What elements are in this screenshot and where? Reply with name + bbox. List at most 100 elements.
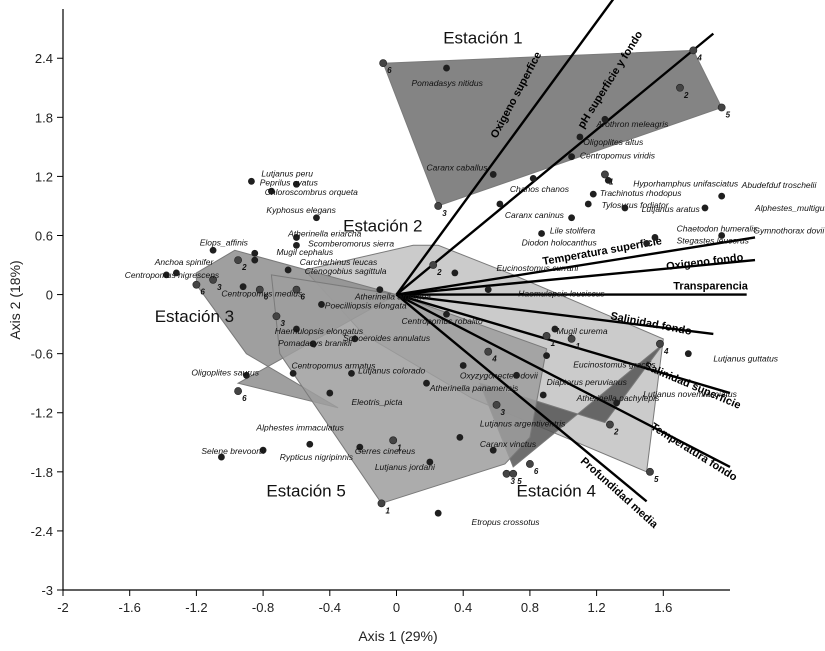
species-label-centropomus-nigrescens: Centropomus nigrescens xyxy=(125,270,220,280)
species-point-chaetodon-humeralis xyxy=(651,234,659,241)
vector-label-transparencia: Transparencia xyxy=(673,281,748,293)
y-tick-label: 2.4 xyxy=(35,51,53,66)
species-point-centropomus-robalito xyxy=(443,310,450,318)
site-point xyxy=(601,170,609,179)
species-point-ctenogobius-sagittula xyxy=(284,266,292,274)
species-label-peprilus-ovatus: Peprilus ovatus xyxy=(260,177,319,187)
y-tick-label: -1.8 xyxy=(31,465,53,480)
species-label-oxyzygonectes-dovii: Oxyzygonectes dovii xyxy=(460,370,539,380)
site-label: 6 xyxy=(387,66,392,75)
species-point-scomberomorus-sierra xyxy=(293,241,300,249)
station-label-estacion-4: Estación 4 xyxy=(517,481,596,500)
station-hulls xyxy=(195,49,723,504)
species-point-lutjanus-argentiventris xyxy=(456,433,464,441)
vector-salinidad-superficie xyxy=(396,293,731,395)
species-point-centropomus-nigrescens xyxy=(162,271,170,279)
vector-label-oxigeno-fondo: Oxigeno fondo xyxy=(666,252,745,273)
site-label: 4 xyxy=(663,347,669,356)
species-label-kyphosus-elegans: Kyphosus elegans xyxy=(266,205,336,215)
x-tick-label: 1.2 xyxy=(588,600,606,615)
vector-oxigeno-fondo xyxy=(396,258,756,296)
species-label-eleotris-picta: Eleotris_picta xyxy=(351,397,402,407)
x-tick-label: -0.8 xyxy=(252,600,274,615)
species-label-diapterus-peruvianus: Diapterus peruvianus xyxy=(547,377,628,387)
species-point-chloroscombrus-orqueta xyxy=(268,187,275,195)
site-point xyxy=(377,499,386,508)
species-label-centropomus-robalito: Centropomus robalito xyxy=(402,316,484,326)
species-label-rypticus-nigripinnis: Rypticus nigripinnis xyxy=(280,452,354,462)
species-point-eleotris-picta xyxy=(326,389,334,397)
vector-salinidad-fondo xyxy=(396,293,714,336)
site-point xyxy=(606,420,614,429)
species-label-selene-brevoortii: Selene brevoortii xyxy=(201,446,266,456)
station-label-estacion-2: Estación 2 xyxy=(343,217,422,236)
station-label-estacion-3: Estación 3 xyxy=(155,307,234,326)
species-point-haemulopsis-elongatus xyxy=(293,325,300,333)
species-label-scomberomorus-sierra: Scomberomorus sierra xyxy=(308,238,394,248)
vector-profundidad-media xyxy=(395,293,648,503)
species-label-etropus-crossotus: Etropus crossotus xyxy=(472,517,541,527)
species-label-oligoplites-saurus: Oligoplites saurus xyxy=(191,367,259,377)
x-tick-label: -1.2 xyxy=(185,600,207,615)
species-label-centropomus-armatus: Centropomus armatus xyxy=(291,360,376,370)
species-label-pomadasys-branikii: Pomadasys branikii xyxy=(278,338,353,348)
site-point xyxy=(484,347,493,356)
vector-oxigeno-superfice xyxy=(395,0,615,296)
y-axis-title: Axis 2 (18%) xyxy=(7,260,23,339)
species-point-tylosurus-fodiator xyxy=(584,200,592,208)
species-label-diodon-holocanthus: Diodon holocanthus xyxy=(522,237,598,247)
species-point-oxyzygonectes-dovii xyxy=(459,362,467,369)
species-point-pomadasys-nitidus xyxy=(443,64,450,72)
site-points: 64523121453566326663114312 xyxy=(192,46,731,515)
site-point xyxy=(689,46,698,55)
species-label-trachinotus-rhodopus: Trachinotus rhodopus xyxy=(600,188,682,198)
species-point-centropomus-viridis xyxy=(568,153,575,161)
species-label-hyporhamphus-unifasciatus: Hyporhamphus unifasciatus xyxy=(633,178,739,188)
species-point-lutjanus-colorado xyxy=(348,369,355,377)
species-label-atherinella-eriarcha: Atherinella eriarcha xyxy=(287,228,362,238)
station-label-estacion-1: Estación 1 xyxy=(443,28,522,47)
species-label-caranx-caballus: Caranx caballus xyxy=(427,162,489,172)
species-point-oligoplites-altus xyxy=(576,133,584,141)
species-point-lutjanus-aratus xyxy=(621,204,629,212)
site-label: 3 xyxy=(501,408,506,417)
station-label-estacion-5: Estación 5 xyxy=(266,481,345,500)
species-point-centropomus-medius xyxy=(239,283,247,291)
species-point-atherinella-pachylepis xyxy=(539,391,547,399)
site-label: 5 xyxy=(654,475,659,484)
site-label: 2 xyxy=(241,263,247,272)
vector-label-temperatura-fondo: Temperatura fondo xyxy=(648,421,739,484)
species-point-lile-stolifera xyxy=(568,214,575,222)
species-point-oligoplites-saurus xyxy=(243,371,250,379)
species-label-haemulopsis-elongatus: Haemulopsis elongatus xyxy=(275,326,364,336)
site-label: 4 xyxy=(491,355,497,364)
site-label: 6 xyxy=(242,394,247,403)
site-label: 2 xyxy=(436,268,442,277)
site-label: 5 xyxy=(517,477,522,486)
species-label-chanos-chanos: Chanos chanos xyxy=(510,184,570,194)
species-point-elops-affinis xyxy=(209,246,217,254)
species-label-alphestes-multiguttatus: Alphestes_multiguttatus xyxy=(754,203,825,213)
x-tick-label: -1.6 xyxy=(118,600,140,615)
site-point xyxy=(502,469,511,478)
site-label: 3 xyxy=(442,209,447,218)
species-point-trachinotus-rhodopus xyxy=(589,190,597,198)
site-point xyxy=(676,83,684,92)
species-label-tylosurus-fodiator: Tylosurus fodiator xyxy=(602,200,670,210)
site-label: 6 xyxy=(264,293,269,302)
site-point xyxy=(492,400,501,409)
species-label-eucinostomus-currani: Eucinostomus currani xyxy=(497,263,580,273)
vector-temperatura-fondo xyxy=(395,293,731,468)
species-label-lutjanus-peru: Lutjanus peru xyxy=(261,168,313,178)
species-point-pomadasys-branikii xyxy=(309,340,317,348)
y-tick-label: -2.4 xyxy=(31,524,53,539)
site-label: 1 xyxy=(576,342,581,351)
site-point xyxy=(389,436,398,445)
species-label-abudefduf-troschelii: Abudefduf troschelii xyxy=(741,180,818,190)
species-label-lutjanus-jordani: Lutjanus jordani xyxy=(375,462,436,472)
vector-temperatura-superficie xyxy=(396,236,756,296)
site-point xyxy=(429,261,438,269)
site-point xyxy=(526,460,534,468)
hull-estacion-5 xyxy=(270,274,548,504)
station-labels: Estación 1 Estación 2 Estación 3 Estación 4… xyxy=(155,28,596,500)
